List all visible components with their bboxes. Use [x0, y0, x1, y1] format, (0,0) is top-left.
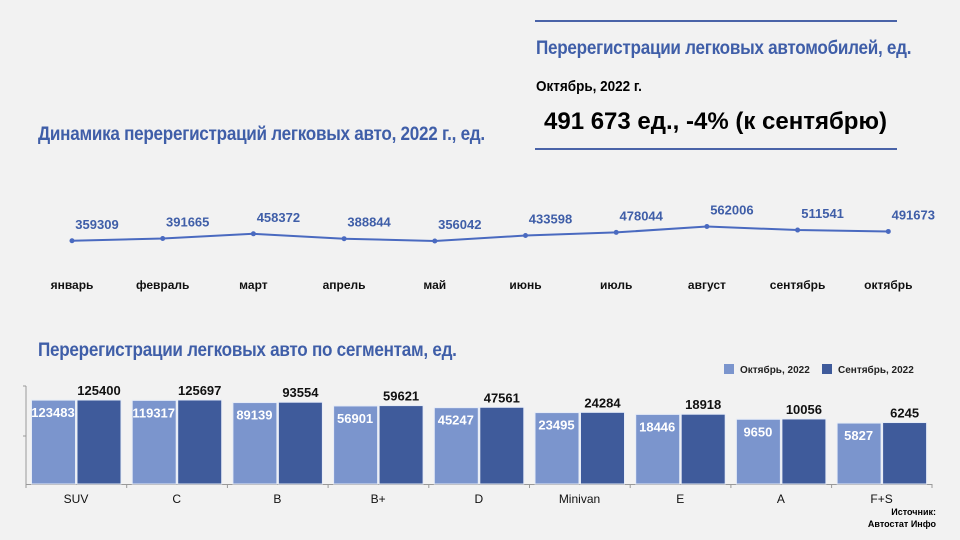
bar-label-october: 89139 [236, 408, 272, 423]
line-data-label: 388844 [347, 215, 391, 230]
bar-label-october: 9650 [743, 424, 772, 439]
month-label: октябрь [864, 278, 912, 292]
bar-label-september: 125400 [77, 383, 120, 398]
bar-september [277, 401, 323, 485]
line-data-label: 359309 [75, 217, 118, 232]
category-label: C [172, 492, 181, 506]
bar-september [580, 411, 625, 485]
month-label: май [423, 278, 446, 292]
bar-label-october: 18446 [639, 419, 675, 434]
month-label: июль [600, 278, 632, 292]
month-label: сентябрь [770, 278, 826, 292]
bar-october [31, 399, 76, 485]
line-point [341, 236, 347, 242]
category-label: Minivan [559, 492, 600, 506]
legend-swatch-october [724, 364, 734, 374]
line-data-label: 511541 [801, 206, 844, 221]
bar-label-september: 24284 [584, 395, 621, 410]
line-data-label: 356042 [438, 217, 481, 232]
bar-october [534, 412, 580, 485]
bar-label-september: 6245 [890, 406, 919, 421]
bar-label-october: 119317 [132, 405, 175, 420]
bar-september [378, 405, 424, 485]
bar-label-september: 125697 [178, 383, 221, 398]
line-point [613, 229, 619, 235]
bar-september [177, 399, 223, 485]
line-data-label: 433598 [529, 212, 572, 227]
bar-october [433, 407, 479, 485]
summary-value: 491 673 ед., -4% (к сентябрю) [544, 108, 887, 135]
line-point [795, 227, 801, 233]
month-label: март [239, 278, 268, 292]
bar-label-september: 47561 [484, 390, 520, 405]
bar-label-september: 59621 [383, 389, 419, 404]
line-data-label: 491673 [892, 207, 935, 222]
bar-label-september: 10056 [786, 402, 822, 417]
category-label: E [676, 492, 684, 506]
line-point [432, 238, 438, 244]
bar-october [333, 405, 379, 485]
category-label: F+S [870, 492, 892, 506]
bar-october [131, 399, 177, 485]
bar-label-october: 5827 [844, 428, 873, 443]
line-point [885, 228, 891, 234]
divider-top [535, 20, 897, 22]
category-label: D [474, 492, 483, 506]
summary-title: Перерегистрации легковых автомобилей, ед… [536, 38, 912, 59]
bar-label-september: 93554 [282, 385, 319, 400]
month-label: июнь [509, 278, 541, 292]
line-point [69, 238, 75, 244]
bar-october [635, 413, 681, 485]
month-label: февраль [136, 278, 189, 292]
line-point [250, 231, 256, 237]
bar-september [680, 413, 726, 485]
line-data-label: 562006 [710, 203, 753, 218]
category-label: B+ [371, 492, 386, 506]
bar-september [882, 422, 928, 485]
legend-swatch-september [822, 364, 832, 374]
line-point [160, 235, 166, 241]
month-label: август [688, 278, 726, 292]
category-label: A [777, 492, 785, 506]
divider-bottom [535, 148, 897, 150]
bar-october [735, 418, 781, 485]
month-label: апрель [323, 278, 366, 292]
line-point [523, 233, 528, 239]
bar-label-october: 123483 [31, 405, 74, 420]
summary-period: Октябрь, 2022 г. [536, 78, 642, 95]
bar-september [781, 418, 827, 485]
legend-label-september: Сентябрь, 2022 [838, 364, 914, 376]
line-point [704, 224, 710, 229]
month-label: январь [51, 278, 94, 292]
bar-label-october: 45247 [438, 413, 474, 428]
line-data-label: 391665 [166, 214, 209, 229]
bar-label-september: 18918 [685, 397, 721, 412]
category-label: B [273, 492, 281, 506]
category-label: SUV [64, 492, 89, 506]
source-label: Источник: [891, 507, 936, 517]
bar-label-october: 56901 [337, 411, 373, 426]
bar-september [76, 399, 122, 485]
line-chart-title: Динамика перерегистраций легковых авто, … [38, 124, 485, 145]
bar-label-october: 23495 [538, 418, 574, 433]
source-name: Автостат Инфо [867, 519, 936, 529]
bar-october [232, 402, 278, 485]
bar-october [836, 422, 882, 485]
legend-label-october: Октябрь, 2022 [740, 364, 810, 376]
line-data-label: 478044 [620, 208, 664, 223]
bar-chart-title: Перерегистрации легковых авто по сегмент… [38, 340, 457, 361]
line-data-label: 458372 [257, 210, 300, 225]
line-series [71, 225, 889, 243]
bar-september [479, 406, 525, 485]
